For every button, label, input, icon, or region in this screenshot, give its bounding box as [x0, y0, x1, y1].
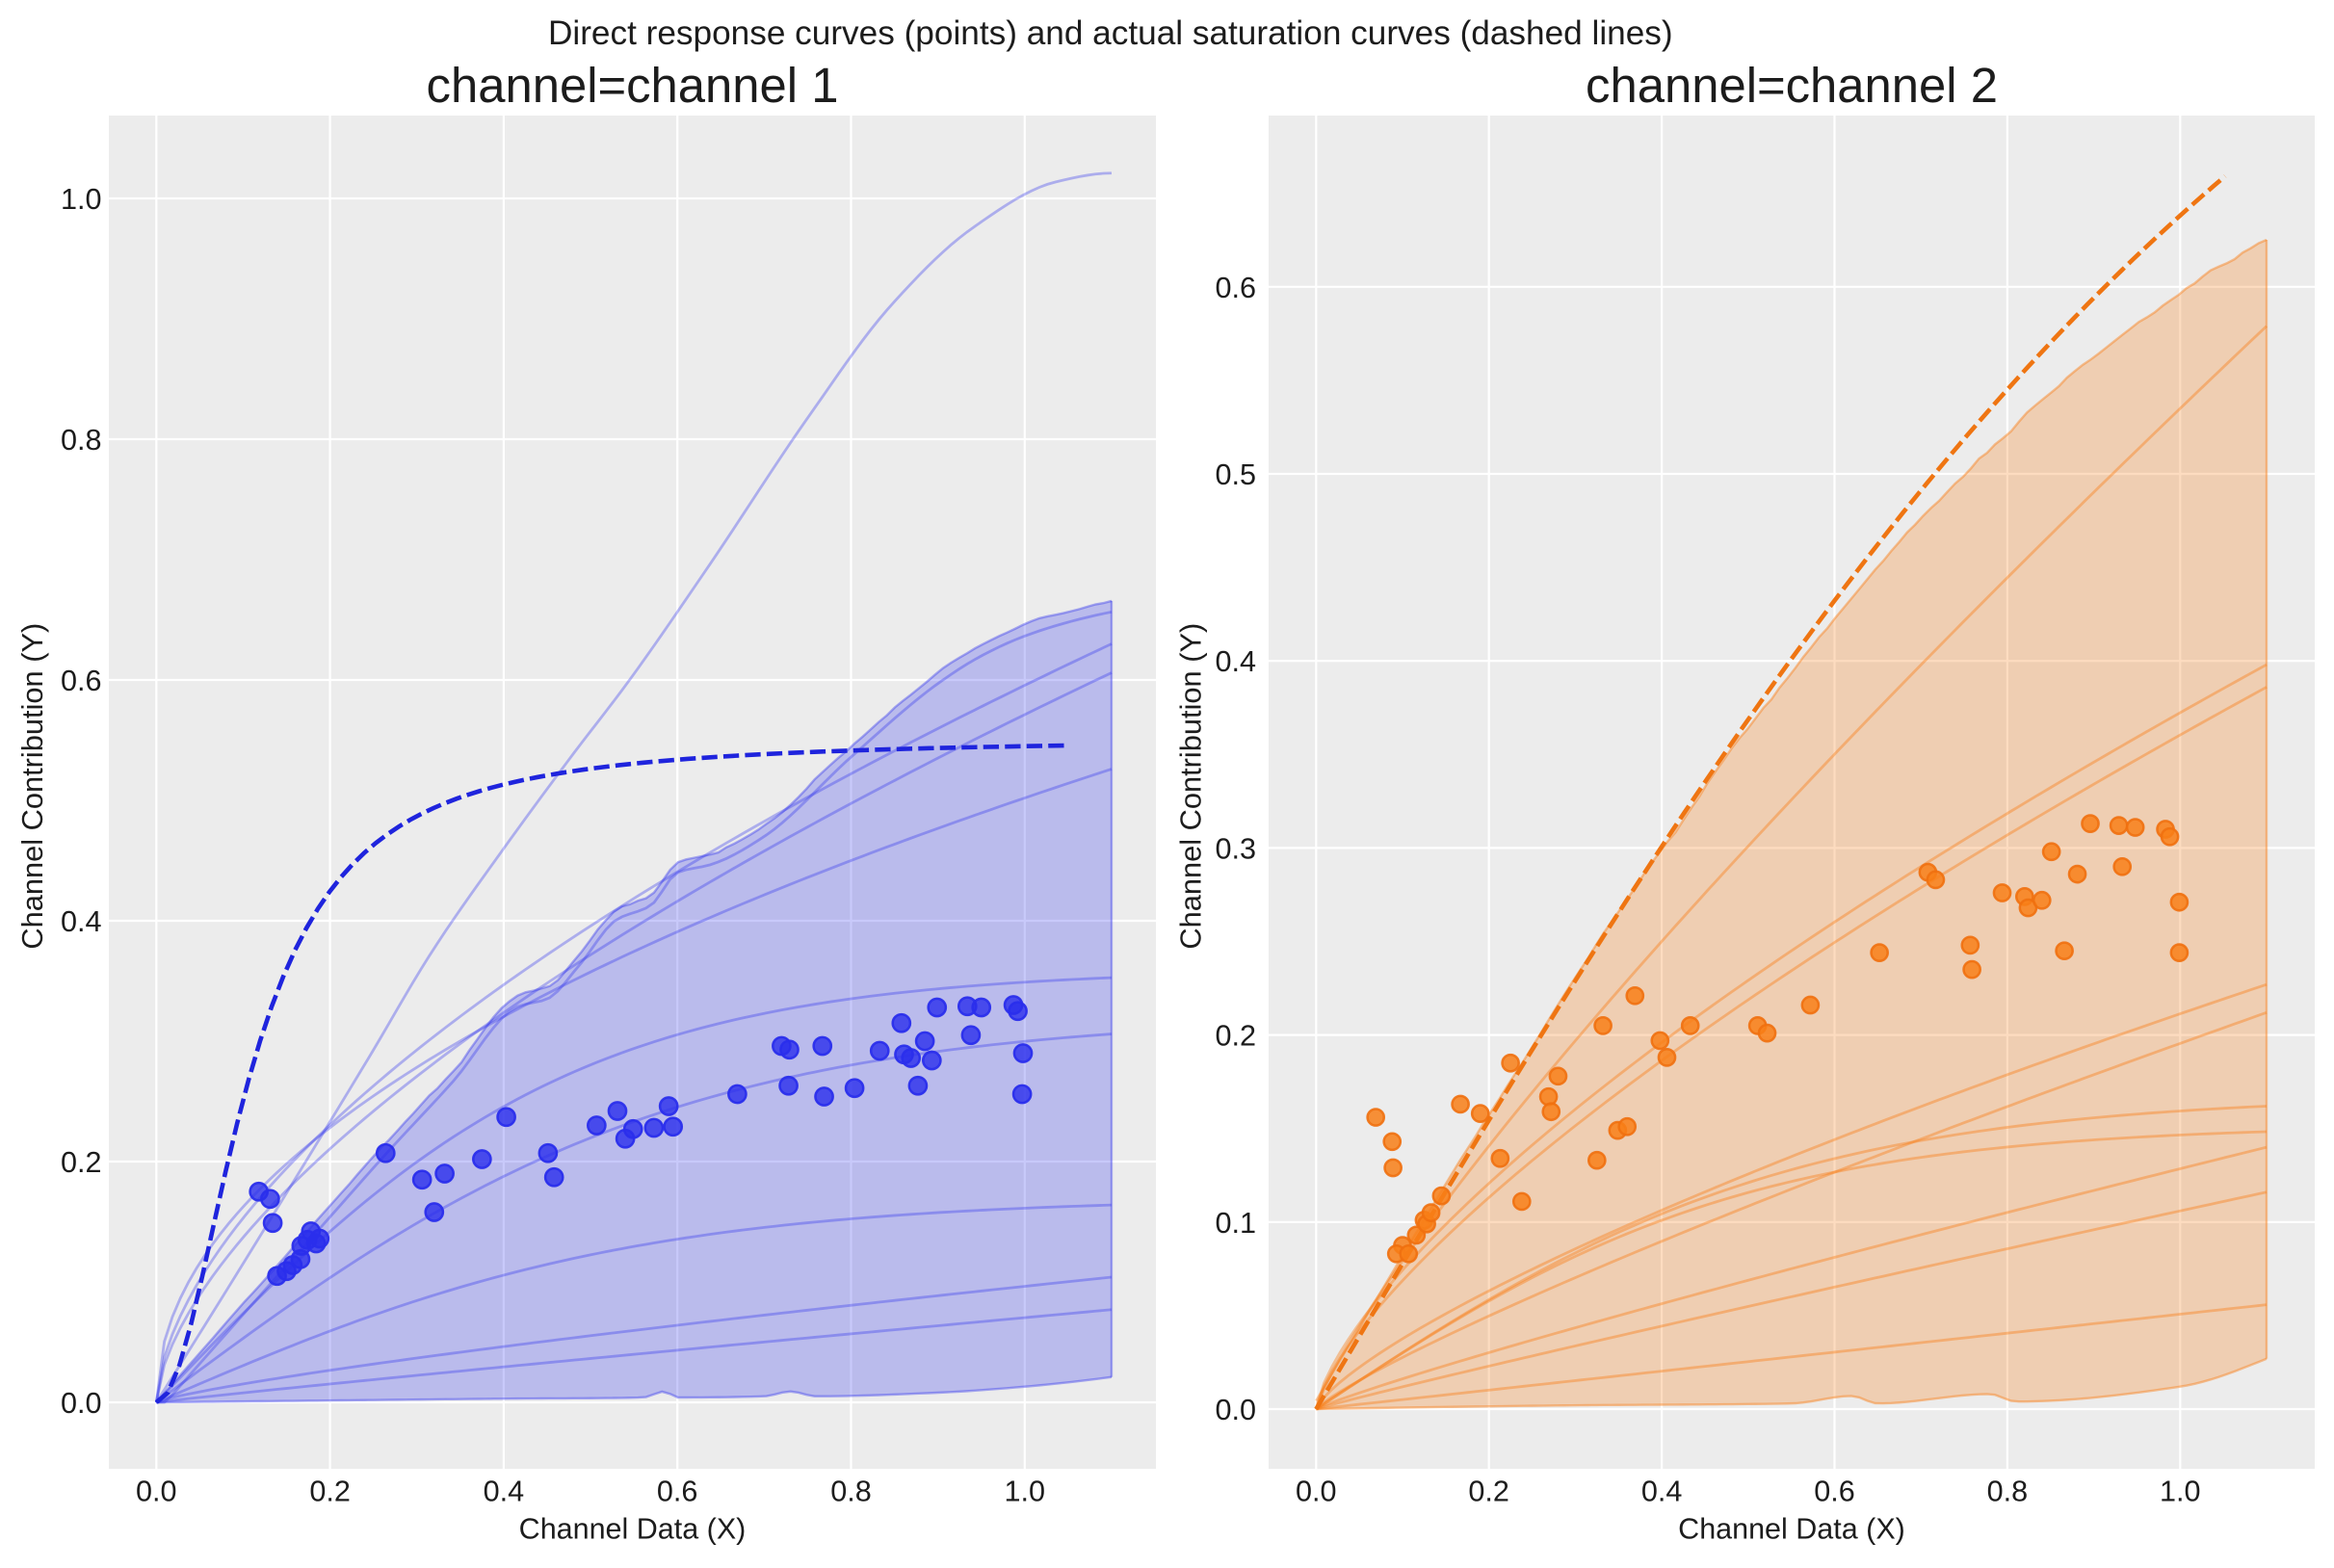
svg-text:Channel Data (X): Channel Data (X) — [519, 1513, 747, 1546]
svg-text:0.6: 0.6 — [1814, 1476, 1855, 1508]
svg-text:0.4: 0.4 — [484, 1476, 525, 1508]
svg-text:1.0: 1.0 — [61, 183, 102, 216]
svg-text:0.8: 0.8 — [830, 1476, 872, 1508]
svg-text:1.0: 1.0 — [1005, 1476, 1046, 1508]
svg-text:1.0: 1.0 — [2160, 1476, 2201, 1508]
svg-text:0.6: 0.6 — [657, 1476, 698, 1508]
svg-text:channel=channel 1: channel=channel 1 — [427, 58, 839, 113]
svg-text:0.2: 0.2 — [1215, 1020, 1256, 1053]
svg-text:channel=channel 2: channel=channel 2 — [1586, 58, 1998, 113]
svg-text:0.6: 0.6 — [1215, 272, 1256, 304]
svg-text:0.4: 0.4 — [1215, 645, 1256, 678]
svg-text:0.6: 0.6 — [61, 665, 102, 697]
svg-text:0.2: 0.2 — [1468, 1476, 1509, 1508]
svg-text:Channel Contribution (Y): Channel Contribution (Y) — [15, 623, 49, 950]
svg-text:Channel Data (X): Channel Data (X) — [1678, 1513, 1905, 1546]
svg-text:0.1: 0.1 — [1215, 1207, 1256, 1240]
svg-text:0.0: 0.0 — [1215, 1394, 1256, 1426]
svg-text:Channel Contribution (Y): Channel Contribution (Y) — [1173, 623, 1207, 950]
svg-text:0.3: 0.3 — [1215, 832, 1256, 865]
svg-text:0.8: 0.8 — [1987, 1476, 2029, 1508]
svg-text:0.0: 0.0 — [1296, 1476, 1337, 1508]
svg-text:0.2: 0.2 — [61, 1146, 102, 1179]
svg-text:0.5: 0.5 — [1215, 458, 1256, 491]
svg-text:0.2: 0.2 — [309, 1476, 351, 1508]
svg-text:0.4: 0.4 — [1641, 1476, 1683, 1508]
svg-text:0.0: 0.0 — [61, 1387, 102, 1420]
svg-text:0.4: 0.4 — [61, 905, 102, 938]
svg-text:0.0: 0.0 — [136, 1476, 177, 1508]
svg-text:0.8: 0.8 — [61, 424, 102, 457]
svg-text:Direct response curves (points: Direct response curves (points) and actu… — [548, 14, 1673, 52]
